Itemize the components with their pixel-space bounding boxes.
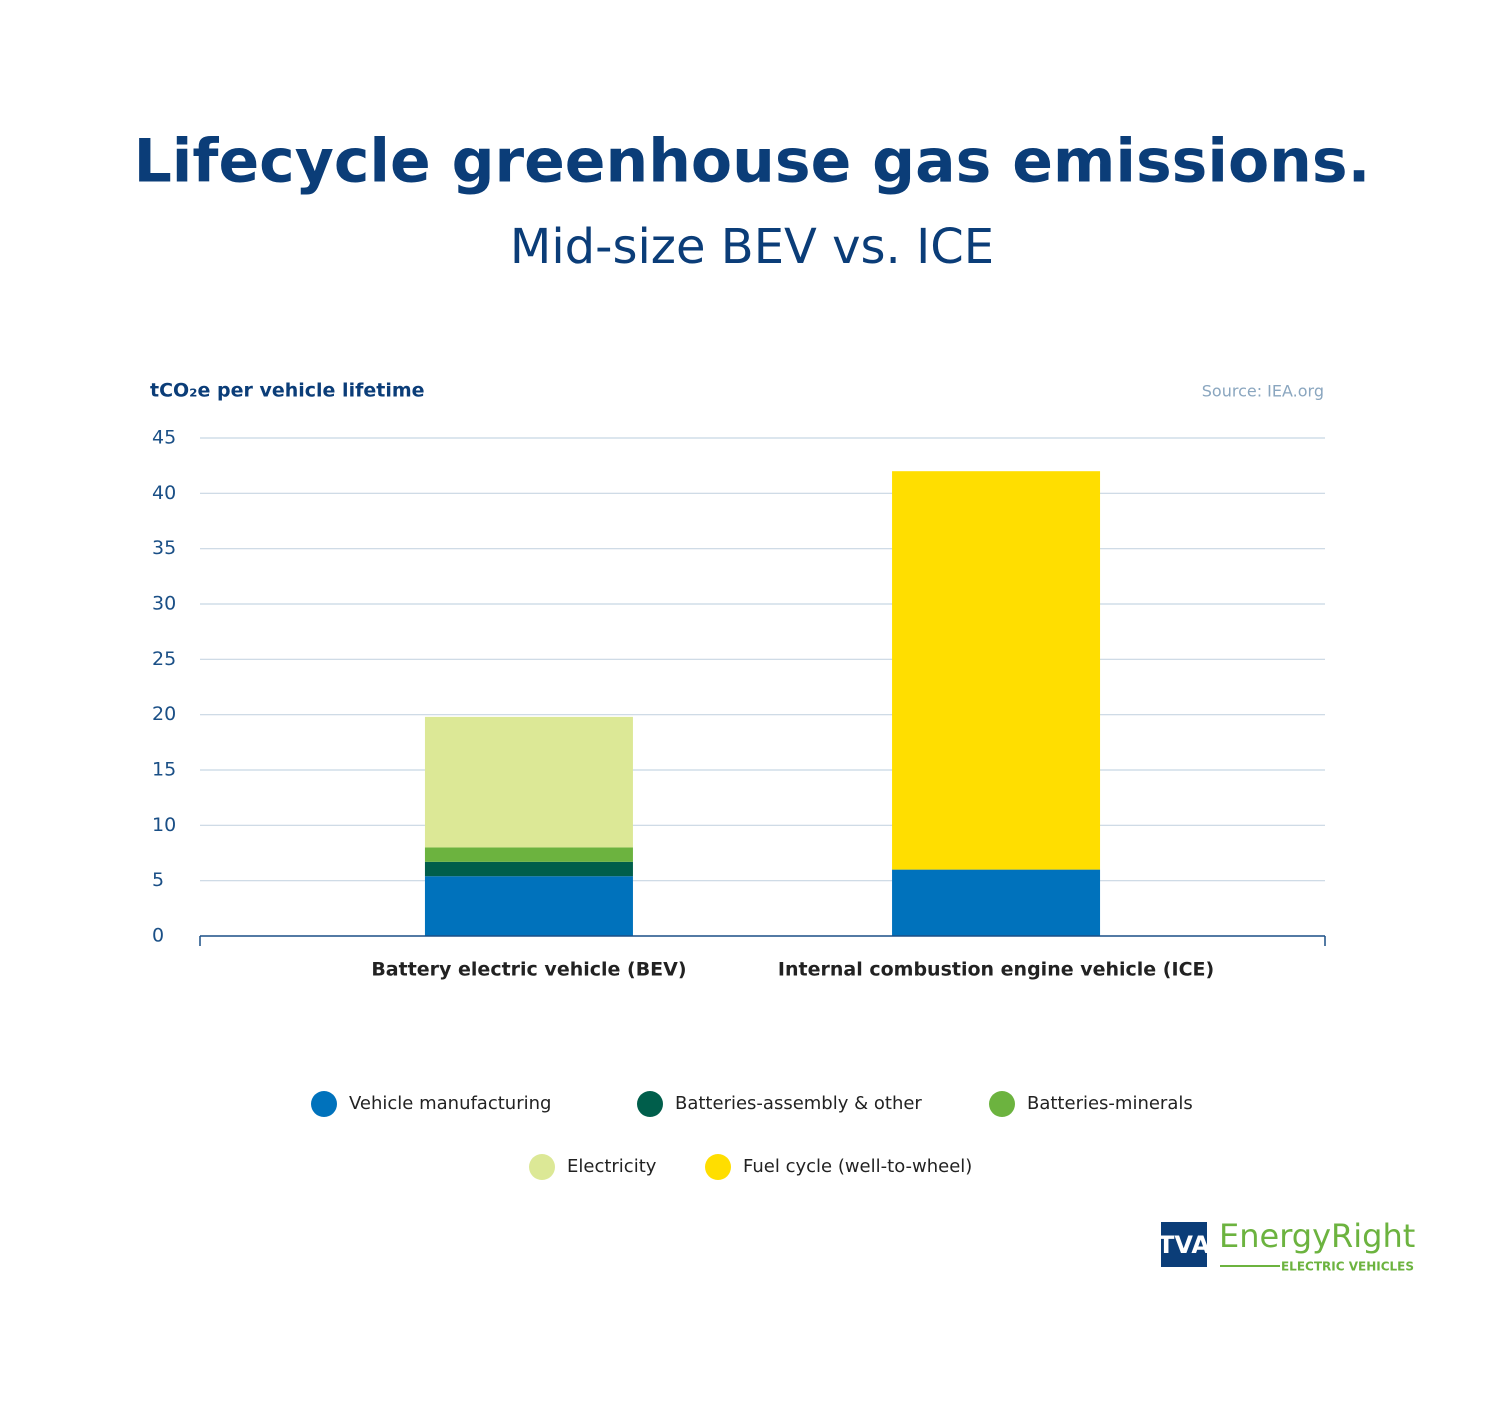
y-tick-label: 45 (152, 427, 176, 449)
y-tick-label: 5 (152, 869, 164, 891)
y-axis-label: tCO₂e per vehicle lifetime (150, 380, 425, 402)
x-tick-label: Battery electric vehicle (BEV) (371, 959, 686, 981)
y-tick-label: 15 (152, 759, 176, 781)
y-tick-label: 10 (152, 814, 176, 836)
chart-subtitle: Mid-size BEV vs. ICE (510, 219, 994, 275)
legend-swatch (637, 1091, 663, 1117)
legend-swatch (989, 1091, 1015, 1117)
x-tick-label: Internal combustion engine vehicle (ICE) (778, 959, 1214, 981)
legend-swatch (705, 1154, 731, 1180)
y-tick-label: 40 (152, 482, 176, 504)
y-tick-label: 0 (152, 925, 164, 947)
legend-label: Batteries-minerals (1027, 1093, 1193, 1114)
bar-segment (424, 861, 633, 877)
logo-box (1161, 1222, 1207, 1267)
y-tick-label: 30 (152, 593, 176, 615)
legend-label: Batteries-assembly & other (675, 1093, 922, 1114)
y-tick-label: 25 (152, 648, 176, 670)
bar-segment (892, 869, 1101, 936)
source: Source: IEA.org (1202, 382, 1324, 401)
y-tick-label: 35 (152, 537, 176, 559)
logo-tagline: ELECTRIC VEHICLES (1281, 1260, 1414, 1274)
legend-label: Vehicle manufacturing (349, 1093, 551, 1114)
y-tick-label: 20 (152, 703, 176, 725)
legend-label: Fuel cycle (well-to-wheel) (743, 1156, 972, 1177)
legend-label: Electricity (567, 1156, 657, 1177)
bar-segment (892, 471, 1101, 870)
logo-name: EnergyRight (1219, 1217, 1415, 1255)
bar-segment (424, 876, 633, 936)
chart-title: Lifecycle greenhouse gas emissions. (134, 127, 1371, 197)
logo-mark: TVA (1158, 1231, 1210, 1259)
legend-swatch (311, 1091, 337, 1117)
bar-segment (424, 847, 633, 862)
legend-swatch (529, 1154, 555, 1180)
bar-segment (424, 716, 633, 848)
